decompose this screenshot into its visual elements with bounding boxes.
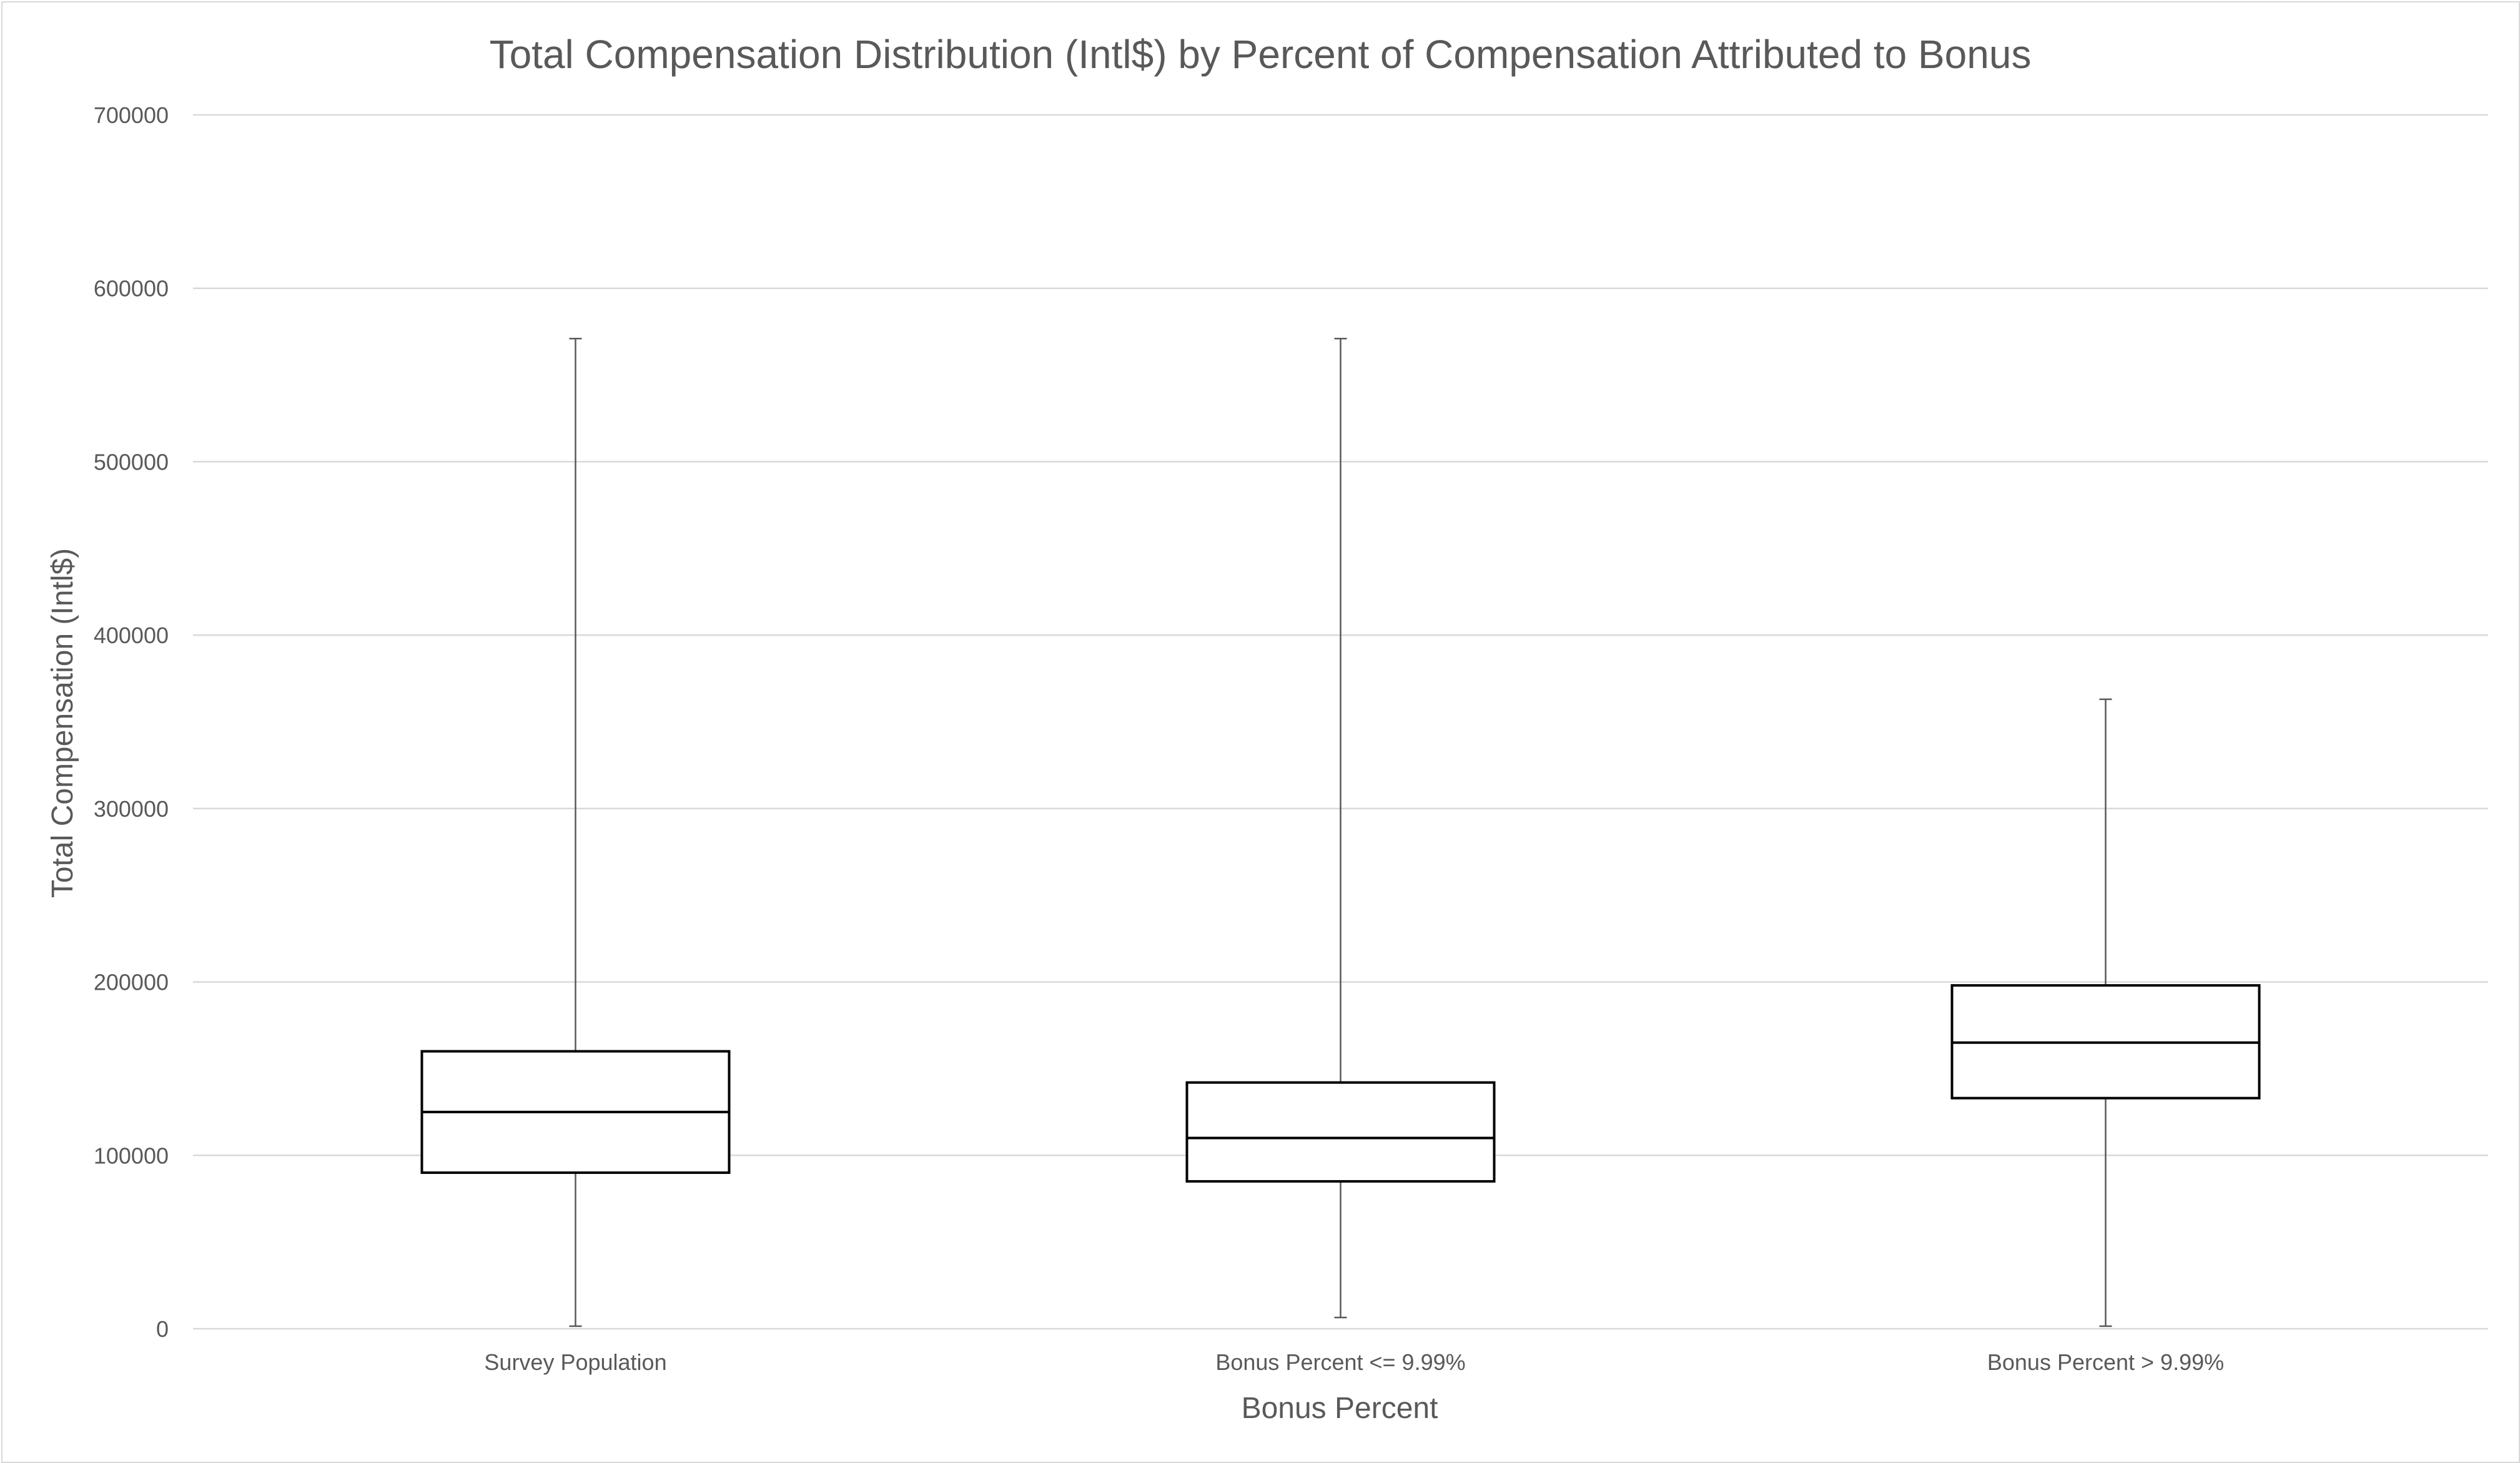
y-tick-label: 100000	[94, 1143, 169, 1168]
box-group	[420, 338, 731, 1328]
y-tick-label: 300000	[94, 796, 169, 822]
x-axis-title: Bonus Percent	[1242, 1392, 1438, 1425]
y-tick-label: 400000	[94, 623, 169, 648]
y-tick-label: 200000	[94, 970, 169, 995]
x-tick-label: Bonus Percent <= 9.99%	[1215, 1349, 1465, 1375]
box-group	[1185, 338, 1496, 1319]
y-tick-label: 700000	[94, 102, 169, 128]
y-axis-ticks: 0 100000 200000 300000 400000 500000 600000 700…	[94, 102, 169, 1342]
y-tick-label: 600000	[94, 276, 169, 302]
box-group	[1950, 698, 2261, 1328]
x-tick-label: Bonus Percent > 9.99%	[1987, 1349, 2224, 1375]
iqr-box	[1185, 1081, 1496, 1183]
y-tick-label: 500000	[94, 449, 169, 475]
y-tick-label: 0	[156, 1316, 169, 1342]
y-axis-title: Total Compensation (Intl$)	[46, 548, 79, 898]
boxes	[420, 338, 2261, 1328]
x-axis-ticks: Survey Population Bonus Percent <= 9.99% B…	[484, 1349, 2224, 1375]
chart-title: Total Compensation Distribution (Intl$) …	[490, 32, 2032, 77]
x-tick-label: Survey Population	[484, 1349, 666, 1375]
